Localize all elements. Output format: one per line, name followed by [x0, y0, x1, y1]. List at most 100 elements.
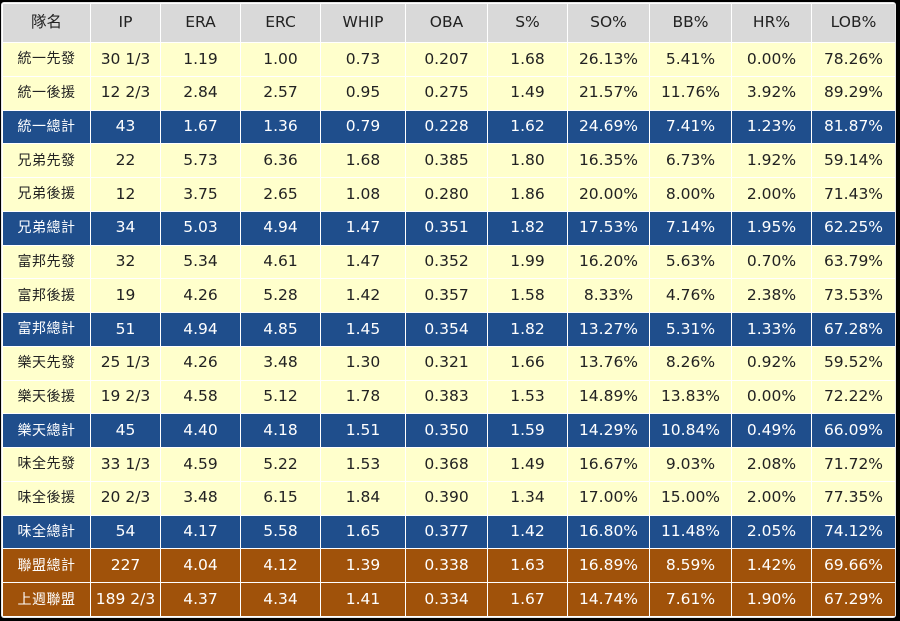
- stat-cell: 1.62: [487, 109, 568, 145]
- column-header: ERC: [240, 3, 321, 43]
- column-header: 隊名: [2, 3, 91, 43]
- stat-cell: 8.33%: [567, 278, 650, 313]
- stat-cell: 1.82: [487, 210, 568, 246]
- stat-cell: 2.65: [240, 177, 321, 212]
- stat-cell: 1.65: [320, 514, 406, 550]
- team-name-cell: 味全後援: [2, 480, 91, 516]
- stat-cell: 5.63%: [649, 244, 732, 280]
- stat-cell: 4.58: [160, 379, 241, 415]
- stat-cell: 4.17: [160, 514, 241, 550]
- team-name-cell: 聯盟總計: [2, 548, 91, 583]
- stat-cell: 0.354: [405, 312, 488, 347]
- stat-cell: 0.377: [405, 514, 488, 550]
- stat-cell: 5.12: [240, 379, 321, 415]
- stat-cell: 71.43%: [811, 177, 895, 212]
- stat-cell: 1.78: [320, 379, 406, 415]
- table-row: 富邦先發 32 5.34 4.61 1.47 0.352 1.99 16.20% 5.63% 0.…: [2, 244, 895, 280]
- stat-cell: 5.03: [160, 210, 241, 246]
- stats-table-container: 隊名 IP ERA ERC WHIP OBA S% SO% BB% HR% LOB% 統一先發 30 …: [2, 3, 895, 617]
- stat-cell: 4.34: [240, 582, 321, 617]
- stat-cell: 0.79: [320, 109, 406, 145]
- stat-cell: 78.26%: [811, 42, 895, 77]
- column-header: LOB%: [811, 3, 895, 43]
- stat-cell: 11.76%: [649, 75, 732, 111]
- table-row: 兄弟先發 22 5.73 6.36 1.68 0.385 1.80 16.35% 6.73% 1.…: [2, 143, 895, 178]
- stat-cell: 4.37: [160, 582, 241, 617]
- team-name-cell: 味全總計: [2, 514, 91, 550]
- stat-cell: 73.53%: [811, 278, 895, 313]
- stat-cell: 63.79%: [811, 244, 895, 280]
- table-row: 統一先發 30 1/3 1.19 1.00 0.73 0.207 1.68 26.13% 5.4…: [2, 42, 895, 77]
- stat-cell: 5.34: [160, 244, 241, 280]
- stat-cell: 1.51: [320, 413, 406, 448]
- stat-cell: 25 1/3: [90, 345, 161, 381]
- stat-cell: 67.29%: [811, 582, 895, 617]
- stat-cell: 0.00%: [731, 42, 812, 77]
- stat-cell: 12 2/3: [90, 75, 161, 111]
- team-name-cell: 兄弟先發: [2, 143, 91, 178]
- stat-cell: 1.42: [320, 278, 406, 313]
- stat-cell: 0.275: [405, 75, 488, 111]
- stat-cell: 0.95: [320, 75, 406, 111]
- stat-cell: 1.68: [487, 42, 568, 77]
- stat-cell: 7.61%: [649, 582, 732, 617]
- stat-cell: 5.22: [240, 447, 321, 482]
- table-body: 統一先發 30 1/3 1.19 1.00 0.73 0.207 1.68 26.13% 5.4…: [2, 42, 895, 617]
- stat-cell: 3.92%: [731, 75, 812, 111]
- team-total-row: 樂天總計 45 4.40 4.18 1.51 0.350 1.59 14.29% 10.84% 0…: [2, 413, 895, 448]
- stat-cell: 1.47: [320, 210, 406, 246]
- stat-cell: 51: [90, 312, 161, 347]
- stat-cell: 1.84: [320, 480, 406, 516]
- team-name-cell: 樂天後援: [2, 379, 91, 415]
- stat-cell: 4.94: [240, 210, 321, 246]
- stat-cell: 43: [90, 109, 161, 145]
- stat-cell: 1.53: [320, 447, 406, 482]
- stat-cell: 4.12: [240, 548, 321, 583]
- stat-cell: 20 2/3: [90, 480, 161, 516]
- table-row: 樂天後援 19 2/3 4.58 5.12 1.78 0.383 1.53 14.89% 13.…: [2, 379, 895, 415]
- stat-cell: 9.03%: [649, 447, 732, 482]
- stat-cell: 0.383: [405, 379, 488, 415]
- stat-cell: 189 2/3: [90, 582, 161, 617]
- stat-cell: 8.26%: [649, 345, 732, 381]
- stat-cell: 17.00%: [567, 480, 650, 516]
- stat-cell: 1.95%: [731, 210, 812, 246]
- stat-cell: 17.53%: [567, 210, 650, 246]
- stat-cell: 3.75: [160, 177, 241, 212]
- stat-cell: 67.28%: [811, 312, 895, 347]
- stat-cell: 4.18: [240, 413, 321, 448]
- stat-cell: 5.28: [240, 278, 321, 313]
- column-header: BB%: [649, 3, 732, 43]
- pitching-stats-table: 隊名 IP ERA ERC WHIP OBA S% SO% BB% HR% LOB% 統一先發 30 …: [2, 3, 895, 617]
- stat-cell: 8.59%: [649, 548, 732, 583]
- stat-cell: 2.38%: [731, 278, 812, 313]
- table-row: 統一後援 12 2/3 2.84 2.57 0.95 0.275 1.49 21.57% 11.…: [2, 75, 895, 111]
- stat-cell: 10.84%: [649, 413, 732, 448]
- table-row: 富邦後援 19 4.26 5.28 1.42 0.357 1.58 8.33% 4.76% 2.3…: [2, 278, 895, 313]
- team-name-cell: 兄弟後援: [2, 177, 91, 212]
- stat-cell: 1.49: [487, 75, 568, 111]
- stat-cell: 5.41%: [649, 42, 732, 77]
- stat-cell: 0.49%: [731, 413, 812, 448]
- column-header: HR%: [731, 3, 812, 43]
- stat-cell: 62.25%: [811, 210, 895, 246]
- stat-cell: 13.83%: [649, 379, 732, 415]
- stat-cell: 16.35%: [567, 143, 650, 178]
- stat-cell: 14.29%: [567, 413, 650, 448]
- team-name-cell: 上週聯盟: [2, 582, 91, 617]
- stat-cell: 0.00%: [731, 379, 812, 415]
- stat-cell: 59.52%: [811, 345, 895, 381]
- team-name-cell: 統一先發: [2, 42, 91, 77]
- stat-cell: 1.36: [240, 109, 321, 145]
- stat-cell: 0.228: [405, 109, 488, 145]
- stat-cell: 0.70%: [731, 244, 812, 280]
- table-row: 味全先發 33 1/3 4.59 5.22 1.53 0.368 1.49 16.67% 9.0…: [2, 447, 895, 482]
- stat-cell: 4.26: [160, 278, 241, 313]
- header-row: 隊名 IP ERA ERC WHIP OBA S% SO% BB% HR% LOB%: [2, 3, 895, 43]
- stat-cell: 54: [90, 514, 161, 550]
- stat-cell: 0.73: [320, 42, 406, 77]
- stat-cell: 4.61: [240, 244, 321, 280]
- stat-cell: 19 2/3: [90, 379, 161, 415]
- stat-cell: 22: [90, 143, 161, 178]
- stat-cell: 1.80: [487, 143, 568, 178]
